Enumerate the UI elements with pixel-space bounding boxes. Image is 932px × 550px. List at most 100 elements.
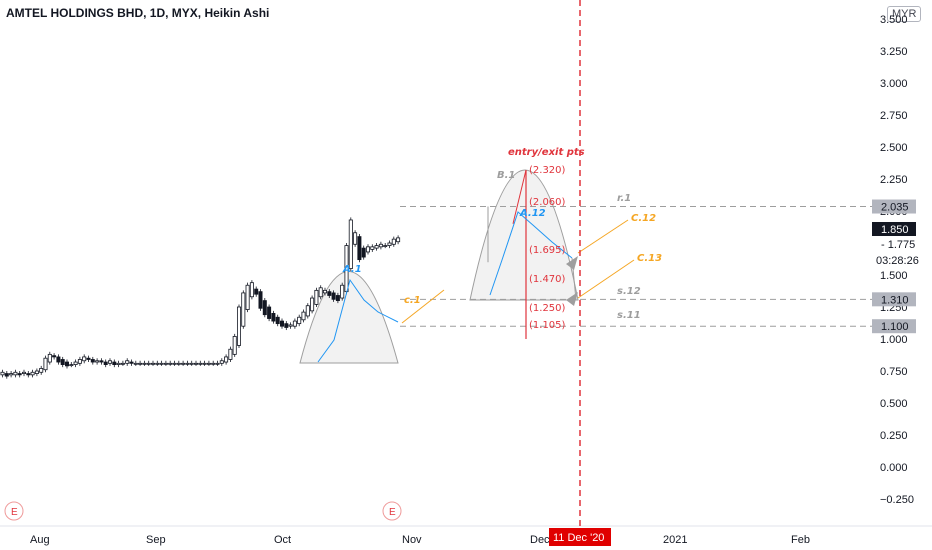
candle bbox=[232, 336, 237, 355]
annotation-label: B.1 bbox=[497, 170, 515, 181]
y-tick-label: 1.000 bbox=[880, 334, 908, 346]
path-a1 bbox=[317, 278, 399, 363]
candle bbox=[17, 373, 22, 376]
chart-title: AMTEL HOLDINGS BHD, 1D, MYX, Heikin Ashi bbox=[6, 6, 270, 20]
candle bbox=[241, 292, 246, 327]
candle bbox=[129, 361, 134, 364]
candle bbox=[21, 371, 26, 374]
candle bbox=[378, 243, 383, 248]
path-a12 bbox=[489, 211, 573, 296]
candle bbox=[60, 359, 65, 366]
candle bbox=[245, 284, 250, 310]
current-price-label: 1.850 bbox=[881, 224, 909, 236]
candle bbox=[159, 362, 164, 365]
annotation-label: c.1 bbox=[404, 295, 421, 306]
arrow-icon bbox=[566, 292, 578, 306]
candle bbox=[13, 371, 18, 376]
candle bbox=[155, 362, 160, 365]
candle bbox=[185, 362, 190, 365]
candle bbox=[279, 320, 284, 327]
currency-badge[interactable]: MYR bbox=[887, 6, 922, 22]
annotation-label: A.12 bbox=[519, 208, 546, 219]
entry-exit-value: (1.470) bbox=[529, 274, 566, 285]
candle bbox=[103, 361, 108, 366]
candle bbox=[301, 311, 306, 321]
candle bbox=[133, 362, 138, 365]
candle bbox=[142, 362, 147, 365]
countdown-label: 03:28:26 bbox=[876, 255, 919, 267]
event-icon-label: E bbox=[389, 507, 396, 518]
candle bbox=[224, 356, 229, 363]
entry-exit-value: (2.320) bbox=[529, 165, 566, 176]
y-tick-label: 2.250 bbox=[880, 174, 908, 186]
candle bbox=[254, 288, 259, 295]
y-tick-label: 2.500 bbox=[880, 142, 908, 154]
candle bbox=[26, 373, 31, 376]
candle bbox=[168, 362, 173, 365]
candle bbox=[69, 364, 74, 367]
candle bbox=[387, 242, 392, 246]
candle bbox=[108, 360, 113, 364]
candle bbox=[9, 373, 14, 376]
date-marker-badge bbox=[549, 528, 611, 546]
candle bbox=[120, 362, 125, 365]
annotation-label: C.13 bbox=[637, 253, 662, 264]
line-c13 bbox=[577, 259, 635, 299]
candle bbox=[189, 362, 194, 365]
candle bbox=[391, 238, 396, 245]
candle bbox=[95, 360, 100, 363]
candle bbox=[305, 305, 310, 317]
candle bbox=[198, 362, 203, 365]
entry-exit-value: (1.105) bbox=[529, 320, 566, 331]
candle bbox=[340, 284, 345, 299]
candle bbox=[150, 362, 155, 365]
candle bbox=[335, 295, 340, 302]
entry-exit-value: (1.695) bbox=[529, 245, 566, 256]
current-price-badge bbox=[872, 222, 916, 236]
candle bbox=[125, 360, 130, 364]
y-tick-label: 0.750 bbox=[880, 366, 908, 378]
candle bbox=[0, 371, 5, 376]
annotation-label: s.12 bbox=[617, 286, 641, 297]
candle bbox=[361, 247, 366, 258]
y-tick-label: 1.500 bbox=[880, 270, 908, 282]
candle bbox=[181, 362, 186, 365]
candle bbox=[82, 356, 87, 362]
line-c1 bbox=[401, 289, 445, 324]
event-icon-label: E bbox=[11, 507, 18, 518]
candle bbox=[348, 219, 353, 270]
candle bbox=[34, 370, 39, 374]
candle bbox=[327, 291, 332, 296]
candle bbox=[30, 371, 35, 376]
candle bbox=[284, 323, 289, 328]
candle bbox=[202, 362, 207, 365]
arc-a1 bbox=[299, 271, 399, 364]
candle bbox=[86, 357, 91, 360]
candle bbox=[73, 361, 78, 366]
candle bbox=[52, 355, 57, 358]
annotation-label: s.11 bbox=[617, 310, 641, 321]
candle bbox=[236, 306, 241, 346]
candle bbox=[112, 361, 117, 366]
y-tick-label: 0.000 bbox=[880, 462, 908, 474]
y-tick-label: - 1.775 bbox=[881, 239, 915, 251]
level-badge-label: 2.035 bbox=[881, 202, 909, 214]
candle bbox=[219, 360, 224, 364]
candle bbox=[39, 368, 44, 373]
candle bbox=[353, 232, 358, 245]
level-badge bbox=[872, 319, 916, 334]
annotation-label: A.1 bbox=[342, 264, 362, 275]
y-tick-label: −0.250 bbox=[880, 494, 914, 506]
candle bbox=[288, 324, 293, 327]
candle bbox=[249, 282, 254, 298]
y-tick-label: 3.250 bbox=[880, 46, 908, 58]
y-tick-label: 3.500 bbox=[880, 14, 908, 26]
candle bbox=[383, 245, 388, 247]
x-tick-label: Aug bbox=[30, 534, 50, 546]
candle bbox=[292, 320, 297, 327]
candle bbox=[318, 287, 323, 298]
candle bbox=[215, 362, 220, 365]
candle bbox=[297, 316, 302, 325]
date-marker-label: 11 Dec '20 bbox=[553, 532, 604, 544]
